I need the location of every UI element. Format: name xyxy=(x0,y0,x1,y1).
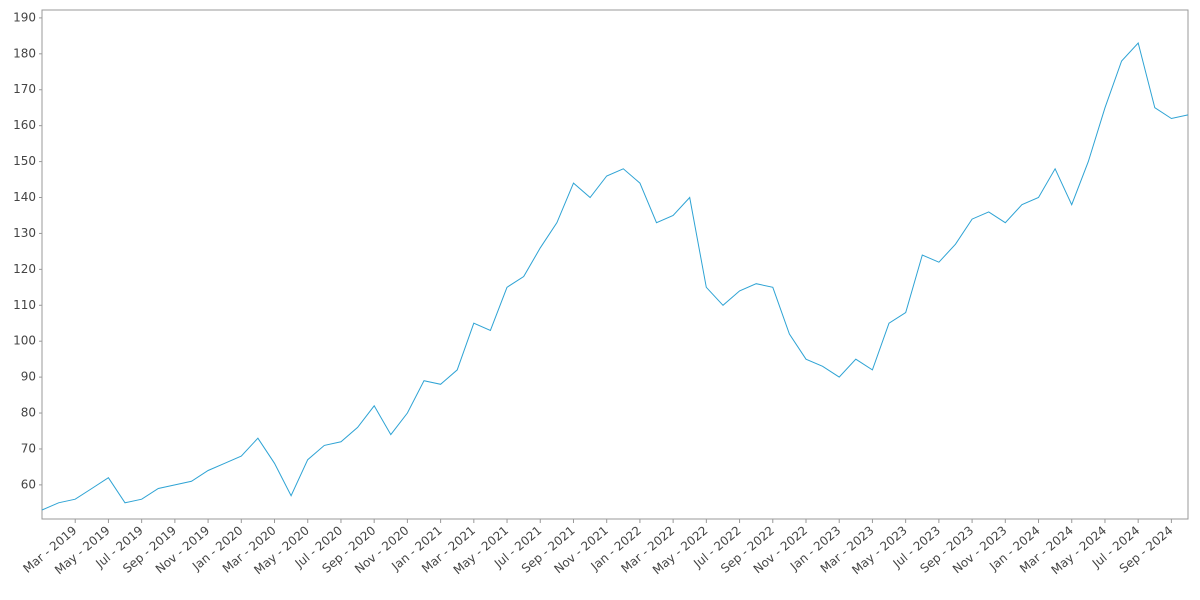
y-tick-label: 60 xyxy=(21,477,36,491)
y-tick-label: 90 xyxy=(21,370,36,384)
y-tick-label: 180 xyxy=(13,46,36,60)
y-tick-label: 70 xyxy=(21,441,36,455)
y-tick-label: 120 xyxy=(13,262,36,276)
plot-frame xyxy=(41,9,1189,520)
y-tick-label: 160 xyxy=(13,118,36,132)
y-tick-label: 130 xyxy=(13,226,36,240)
y-tick-label: 150 xyxy=(13,154,36,168)
y-tick-label: 170 xyxy=(13,82,36,96)
y-tick-label: 80 xyxy=(21,406,36,420)
y-tick-label: 190 xyxy=(13,10,36,24)
line-series xyxy=(41,41,1189,511)
y-tick-label: 100 xyxy=(13,334,36,348)
y-tick-label: 140 xyxy=(13,190,36,204)
y-tick-label: 110 xyxy=(13,298,36,312)
